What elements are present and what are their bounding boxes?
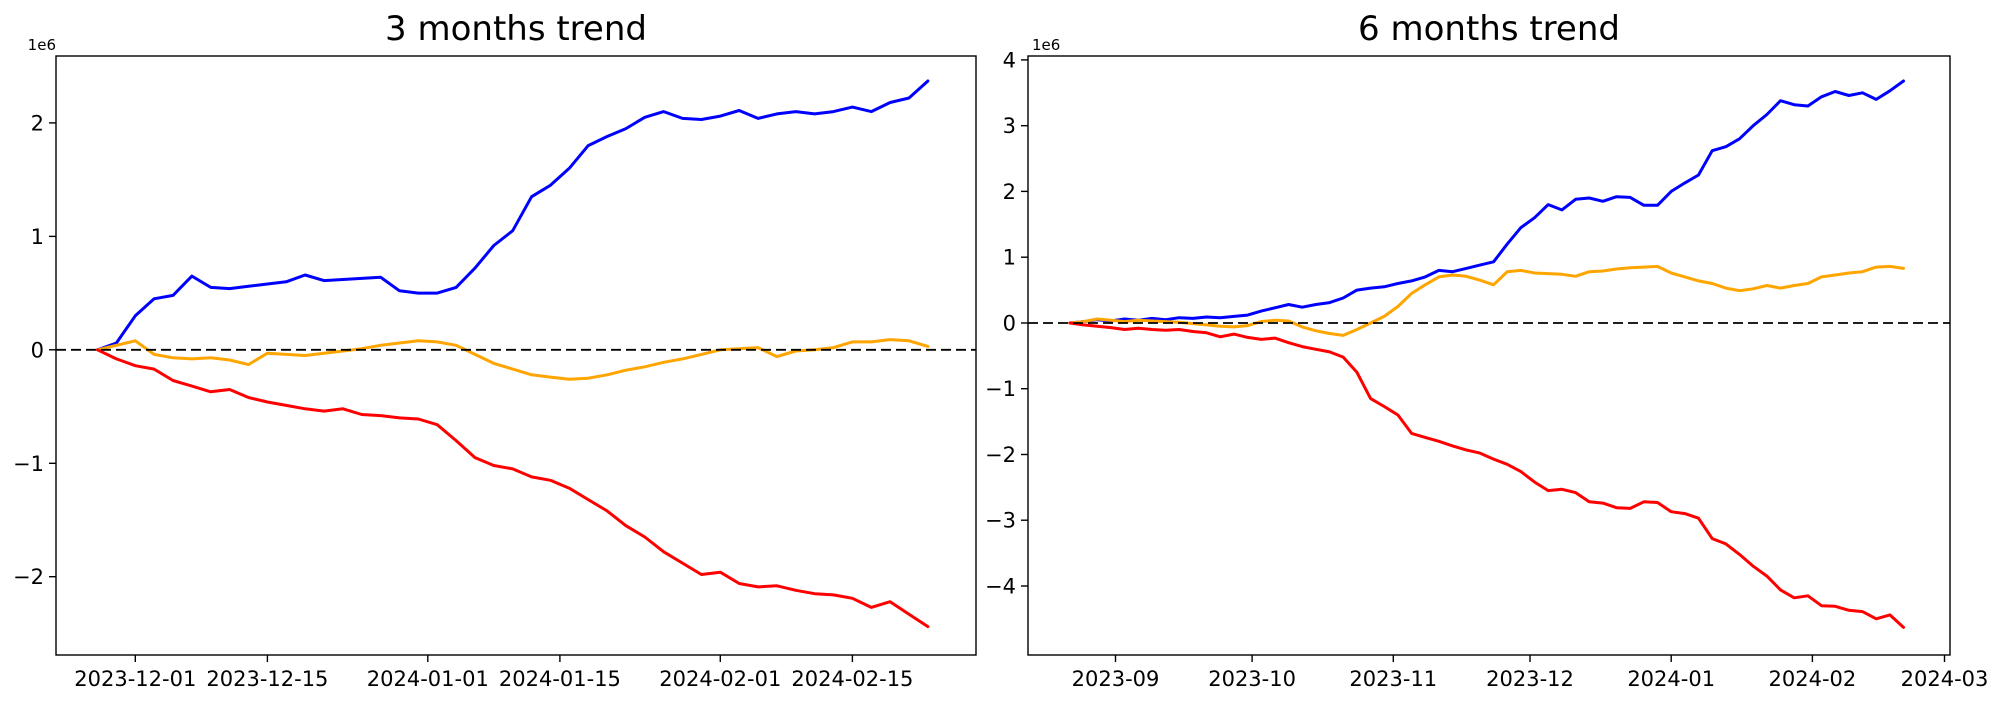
x-tick-label: 2024-01-15: [499, 667, 621, 691]
falling-red-line: [96, 348, 930, 629]
axes-frame: [55, 55, 977, 656]
y-tick-label: 0: [1003, 312, 1016, 336]
y-tick-label: −1: [985, 377, 1016, 401]
x-tick-label: 2023-11: [1349, 667, 1437, 691]
x-tick-label: 2024-02: [1769, 667, 1857, 691]
flat-orange-line: [1068, 264, 1905, 337]
y-tick-label: 2: [31, 111, 44, 135]
x-tick-label: 2023-12: [1486, 667, 1574, 691]
y-axis-offset-label: 1e6: [28, 36, 56, 54]
y-tick-label: 1: [1003, 246, 1016, 270]
y-tick-label: −2: [13, 565, 44, 589]
chart-title: 3 months trend: [385, 9, 647, 49]
x-tick-label: 2023-12-15: [206, 667, 328, 691]
y-tick-label: −1: [13, 452, 44, 476]
y-tick-label: 3: [1003, 114, 1016, 138]
y-tick-label: −4: [985, 575, 1016, 599]
y-tick-label: 4: [1003, 48, 1016, 72]
rising-blue-line: [1068, 79, 1905, 325]
chart-panel-3-months: 2023-12-01 2023-12-15 2024-01-01 2024-01-15…: [13, 9, 977, 691]
axes-frame: [1027, 55, 1951, 656]
x-tick-label: 2024-01: [1627, 667, 1715, 691]
x-tick-label: 2023-09: [1072, 667, 1160, 691]
x-tick-label: 2024-01-01: [367, 667, 489, 691]
x-tick-label: 2023-12-01: [74, 667, 196, 691]
flat-orange-line: [96, 338, 930, 381]
y-tick-label: 2: [1003, 180, 1016, 204]
y-tick-label: 0: [31, 338, 44, 362]
x-tick-label: 2024-03: [1901, 667, 1989, 691]
y-tick-label: 1: [31, 225, 44, 249]
y-tick-label: −2: [985, 443, 1016, 467]
x-tick-label: 2024-02-01: [659, 667, 781, 691]
y-tick-label: −3: [985, 509, 1016, 533]
rising-blue-line: [96, 79, 930, 352]
chart-panel-6-months: 2023-09 2023-10 2023-11 2023-12 2024-01 2024-…: [985, 9, 1988, 691]
x-tick-label: 2024-02-15: [791, 667, 913, 691]
x-tick-label: 2023-10: [1208, 667, 1296, 691]
chart-title: 6 months trend: [1358, 9, 1620, 49]
falling-red-line: [1068, 321, 1905, 629]
y-axis-offset-label: 1e6: [1032, 36, 1060, 54]
